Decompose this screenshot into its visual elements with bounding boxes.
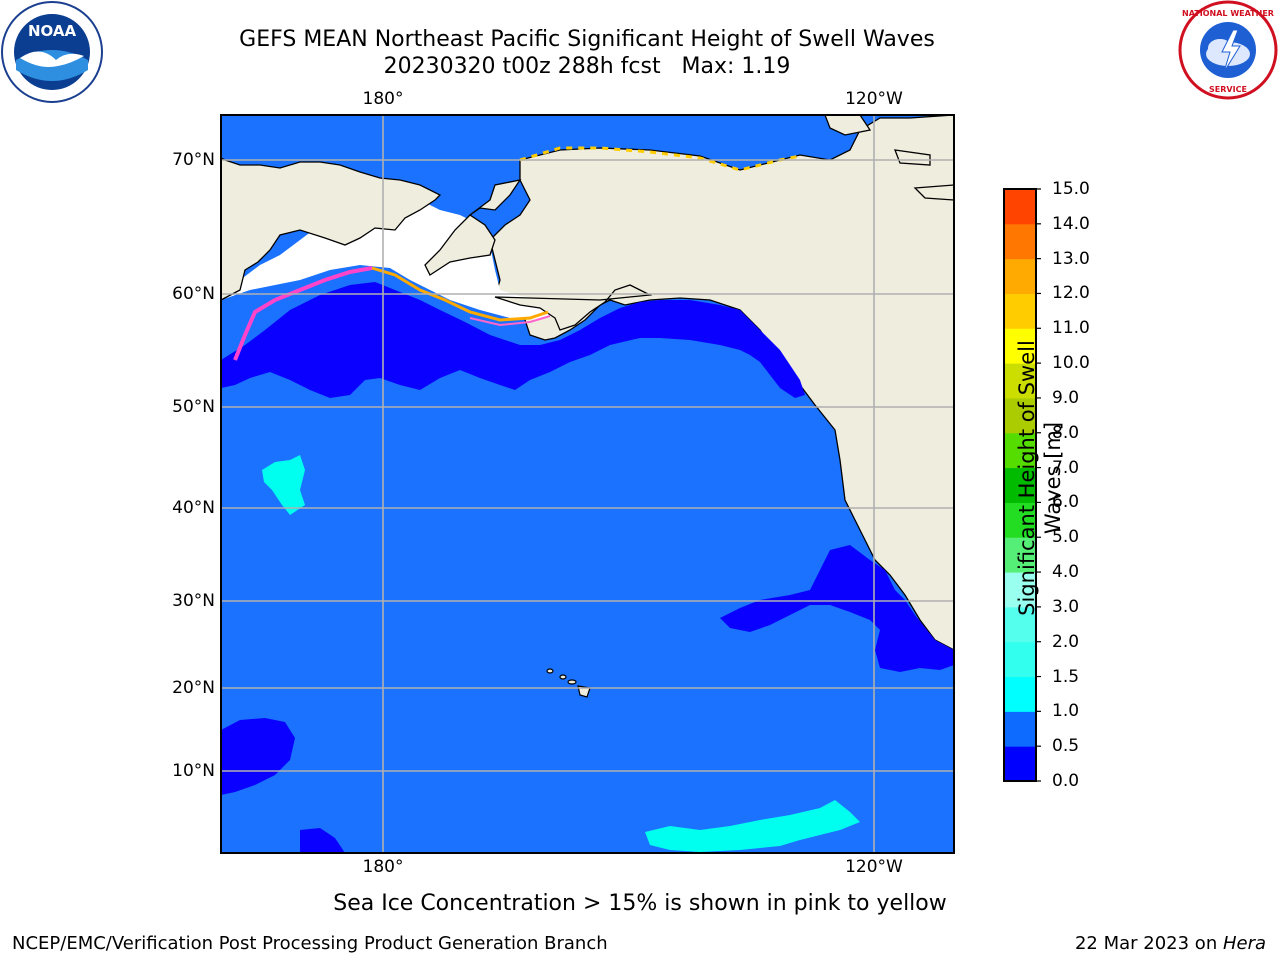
colorbar-band: [1004, 223, 1036, 260]
colorbar-tick-label: 14.0: [1052, 213, 1090, 234]
colorbar-band: [1004, 537, 1036, 573]
colorbar-tick-label: 0.0: [1052, 771, 1080, 791]
colorbar-band: [1004, 397, 1036, 434]
lat-label-40n: 40°N: [172, 498, 215, 518]
colorbar-band: [1004, 363, 1036, 399]
colorbar-band: [1004, 746, 1036, 782]
arctic-island: [913, 184, 954, 201]
colorbar-band: [1004, 502, 1036, 538]
lat-label-70n: 70°N: [172, 150, 215, 170]
high-swell-regions: [262, 455, 860, 852]
colorbar-label: Significant Height of Swell Waves [m]: [1015, 340, 1065, 616]
lat-label-30n: 30°N: [172, 591, 215, 611]
colorbar-tick-label: 3.0: [1052, 596, 1080, 617]
svg-text:NATIONAL WEATHER: NATIONAL WEATHER: [1182, 9, 1274, 18]
ice-edge-color: [233, 266, 373, 361]
low-swell-regions: [221, 282, 954, 853]
colorbar: [1003, 188, 1041, 782]
footer-host: Hera: [1222, 933, 1266, 954]
lon-label-top-120w: 120°W: [845, 89, 903, 109]
colorbar-band: [1004, 293, 1036, 329]
colorbar-band: [1004, 711, 1036, 747]
colorbar-tick-label: 4.0: [1052, 562, 1080, 583]
colorbar-band: [1004, 258, 1036, 294]
colorbar-tick-label: 2.0: [1052, 631, 1080, 652]
colorbar-band: [1004, 432, 1036, 469]
colorbar-band: [1004, 606, 1036, 643]
colorbar-tick-label: 9.0: [1052, 387, 1080, 408]
colorbar-tick-label: 8.0: [1052, 422, 1080, 443]
siberia-land: [221, 115, 442, 301]
colorbar-band: [1004, 676, 1036, 712]
footer-date: 22 Mar 2023 on Hera: [1075, 933, 1266, 954]
arctic-island: [893, 149, 931, 166]
lat-label-60n: 60°N: [172, 284, 215, 304]
ice-edge-color: [469, 315, 551, 327]
lat-label-50n: 50°N: [172, 397, 215, 417]
footer-credit: NCEP/EMC/Verification Post Processing Pr…: [12, 933, 608, 954]
colorbar-frame: [1003, 188, 1037, 782]
colorbar-tick-label: 1.0: [1052, 701, 1080, 722]
lon-label-top-180: 180°: [362, 89, 404, 109]
colorbar-tick-label: 15.0: [1052, 179, 1090, 199]
nws-logo: NATIONAL WEATHER SERVICE: [1178, 0, 1278, 100]
title-line-2: 20230320 t00z 288h fcst Max: 1.19: [383, 54, 791, 79]
alaska-west-coast: [424, 179, 522, 276]
ice-edge-color: [519, 146, 801, 172]
map-grid: [221, 115, 954, 853]
colorbar-tick-label: 6.0: [1052, 492, 1080, 513]
title-line-1: GEFS MEAN Northeast Pacific Significant …: [239, 27, 935, 52]
colorbar-tick-label: 12.0: [1052, 283, 1090, 304]
noaa-logo-text: NOAA: [28, 22, 77, 40]
svg-text:SERVICE: SERVICE: [1209, 85, 1247, 94]
colorbar-band: [1004, 189, 1036, 225]
lat-label-10n: 10°N: [172, 761, 215, 781]
colorbar-band: [1004, 328, 1036, 364]
colorbar-band: [1004, 572, 1036, 608]
colorbar-tick-label: 13.0: [1052, 248, 1090, 269]
colorbar-band: [1004, 467, 1036, 503]
noaa-logo: NOAA: [1, 1, 103, 103]
map-frame: [220, 114, 955, 854]
lon-label-bottom-120w: 120°W: [845, 857, 903, 877]
colorbar-tick-label: 11.0: [1052, 318, 1090, 339]
colorbar-tick-label: 5.0: [1052, 527, 1080, 548]
colorbar-tick-label: 7.0: [1052, 457, 1080, 478]
sea-ice-note: Sea Ice Concentration > 15% is shown in …: [333, 891, 947, 916]
colorbar-tick-label: 1.5: [1052, 666, 1080, 687]
arctic-island: [824, 115, 872, 136]
footer-date-text: 22 Mar 2023 on: [1074, 933, 1223, 954]
colorbar-tick-label: 0.5: [1052, 736, 1080, 757]
colorbar-band: [1004, 641, 1036, 678]
ice-edge-color: [371, 266, 549, 322]
lon-label-bottom-180: 180°: [362, 857, 404, 877]
colorbar-tick-label: 10.0: [1052, 353, 1090, 374]
lat-label-20n: 20°N: [172, 678, 215, 698]
